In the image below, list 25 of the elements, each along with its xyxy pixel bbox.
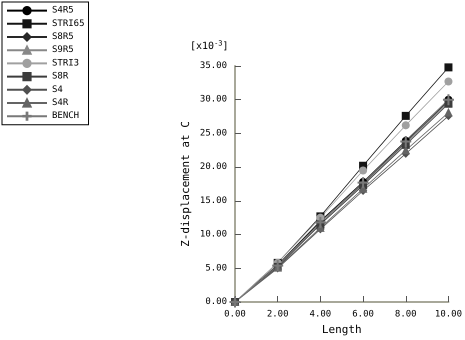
legend-label: S8R [52, 72, 69, 82]
y-tick-label: 35.00 [200, 61, 227, 71]
legend-label: S4 [52, 84, 63, 95]
x-axis-title: Length [322, 323, 362, 336]
x-tick-label: 10.00 [434, 310, 462, 320]
x-tick-label: 4.00 [310, 310, 332, 320]
legend-label: BENCH [52, 111, 80, 122]
legend-label: S4R [52, 98, 69, 108]
legend-label: S9R5 [52, 45, 74, 56]
x-tick-label: 2.00 [266, 310, 289, 320]
x-tick-label: 6.00 [352, 310, 374, 320]
y-tick-label: 20.00 [200, 162, 227, 172]
y-tick-label: 10.00 [200, 230, 227, 240]
legend-label: STRI3 [52, 58, 80, 68]
legend-label: S4R5 [52, 6, 74, 16]
y-tick-label: 15.00 [200, 196, 227, 206]
y-tick-label: 0.00 [205, 297, 227, 307]
x-tick-label: 0.00 [224, 310, 246, 320]
legend-label: STRI65 [52, 18, 85, 29]
y-tick-label: 30.00 [200, 94, 227, 105]
legend-label: S8R5 [52, 32, 74, 42]
x-tick-label: 8.00 [394, 310, 417, 320]
y-axis-title: Z-displacement at C [179, 121, 192, 247]
y-tick-label: 5.00 [205, 263, 227, 274]
y-tick-label: 25.00 [200, 128, 227, 138]
